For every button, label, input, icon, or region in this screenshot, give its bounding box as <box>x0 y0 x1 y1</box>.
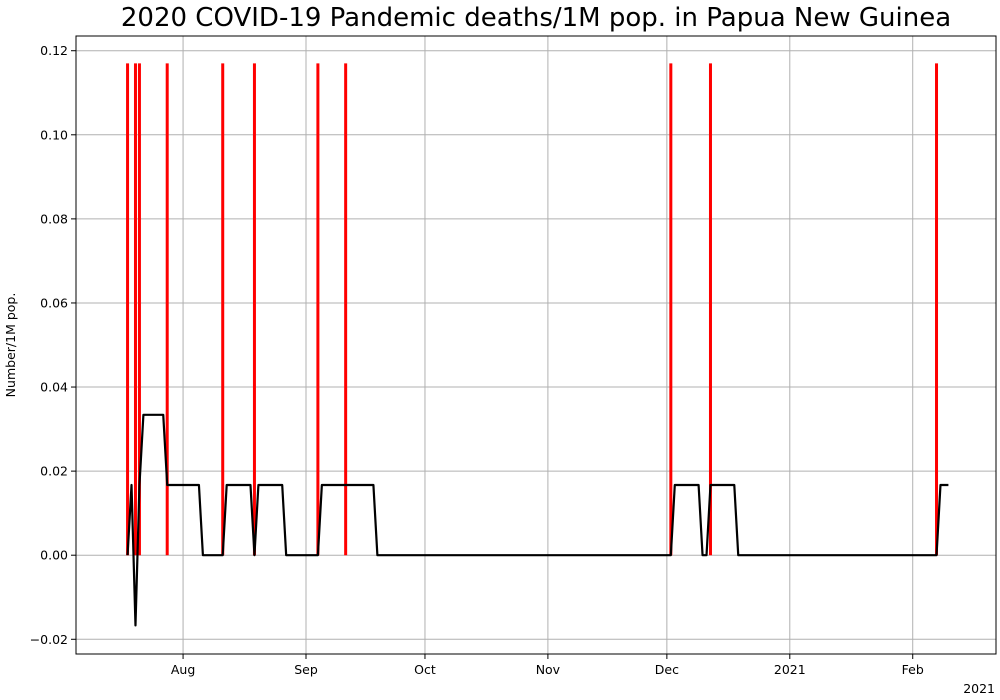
y-tick-label: 0.02 <box>40 464 68 479</box>
x-tick-label: Nov <box>536 662 561 677</box>
x-tick-label: Aug <box>171 662 195 677</box>
y-tick-label: 0.10 <box>40 127 68 142</box>
y-tick-label: 0.06 <box>40 295 68 310</box>
plot-frame <box>75 35 997 655</box>
x-tick-label: 2021 <box>774 662 806 677</box>
x-tick-label: Sep <box>294 662 318 677</box>
y-axis-title: Number/1M pop. <box>3 293 18 398</box>
grid-lines <box>76 36 996 654</box>
x-axis-offset-label: 2021 <box>963 681 995 696</box>
x-tick-label: Oct <box>414 662 436 677</box>
deaths-per-million-line <box>126 413 949 627</box>
x-tick-label: Dec <box>655 662 679 677</box>
axes: Aug Sep Oct Nov Dec 2021 Feb −0.02 0.00 0.02 0.04 0… <box>30 43 924 677</box>
y-tick-label: 0.12 <box>40 43 68 58</box>
x-tick-label: Feb <box>902 662 924 677</box>
y-tick-label: 0.08 <box>40 211 68 226</box>
chart-title: 2020 COVID-19 Pandemic deaths/1M pop. in… <box>121 3 951 33</box>
data-layer <box>126 63 949 627</box>
y-tick-label: −0.02 <box>30 632 68 647</box>
y-tick-label: 0.04 <box>40 380 68 395</box>
y-tick-label: 0.00 <box>40 548 68 563</box>
